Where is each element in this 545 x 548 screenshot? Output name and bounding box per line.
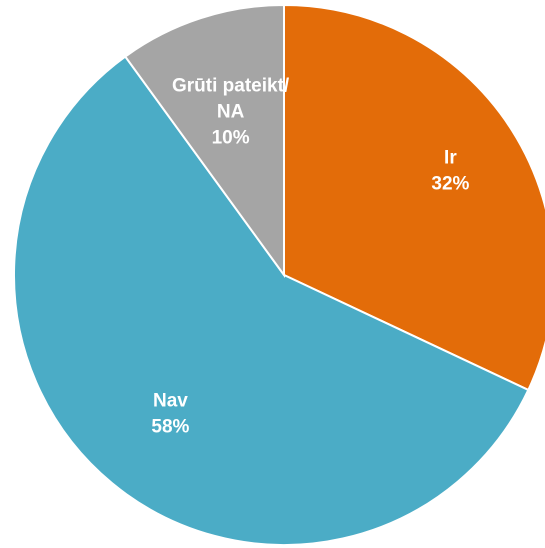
pie-slices <box>13 3 545 546</box>
slice-label-ir: Ir 32% <box>431 147 469 194</box>
pie-slice-nav <box>13 55 530 546</box>
slice-category-label: Grūti pateikt/ <box>172 76 290 97</box>
slice-category-label: Ir <box>444 147 457 168</box>
slice-category-label: Nav <box>153 390 188 411</box>
slice-value-label: 32% <box>431 173 469 194</box>
slice-label-gruti-pateikt-na: Grūti pateikt/NA 10% <box>172 76 290 149</box>
pie-labels: Ir 32% Nav 58% Grūti pateikt/NA 10% <box>151 76 469 438</box>
slice-value-label: 10% <box>212 128 250 149</box>
pie-slice-gruti-pateikt-na <box>123 3 285 279</box>
slice-label-nav: Nav 58% <box>151 390 189 437</box>
pie-slice-ir <box>283 3 545 392</box>
slice-category-label: NA <box>217 102 245 123</box>
slice-value-label: 58% <box>151 416 189 437</box>
